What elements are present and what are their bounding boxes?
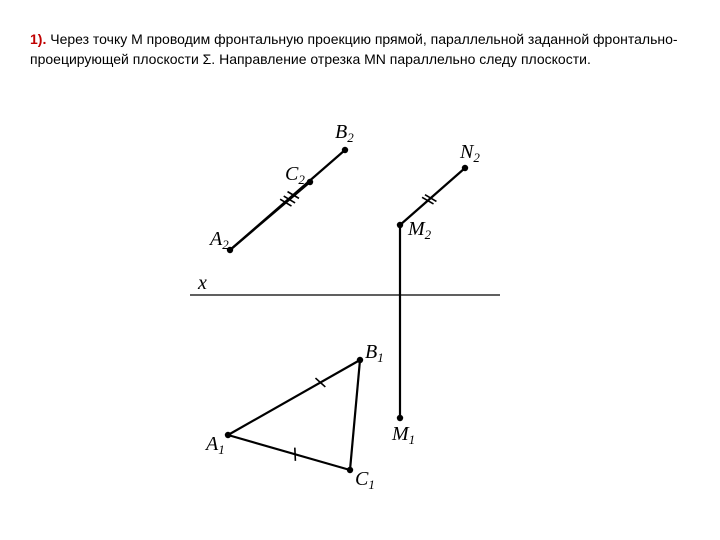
svg-text:C2: C2 <box>285 163 305 187</box>
svg-text:B2: B2 <box>335 121 354 145</box>
diagram-svg: xA2 B2 C2 M2 N2 A1 B1 C1 M1 <box>170 120 530 520</box>
svg-text:M2: M2 <box>407 218 432 242</box>
svg-text:B1: B1 <box>365 341 384 365</box>
svg-text:x: x <box>197 272 207 294</box>
svg-text:M1: M1 <box>391 423 415 447</box>
svg-text:A2: A2 <box>208 228 229 252</box>
svg-text:N2: N2 <box>459 141 480 165</box>
projection-diagram: xA2 B2 C2 M2 N2 A1 B1 C1 M1 <box>170 120 530 525</box>
instruction-body: Через точку М проводим фронтальную проек… <box>30 31 678 67</box>
svg-text:A1: A1 <box>204 433 225 457</box>
instruction-text: 1). Через точку М проводим фронтальную п… <box>30 30 690 69</box>
step-number: 1). <box>30 31 46 47</box>
svg-text:C1: C1 <box>355 468 375 492</box>
